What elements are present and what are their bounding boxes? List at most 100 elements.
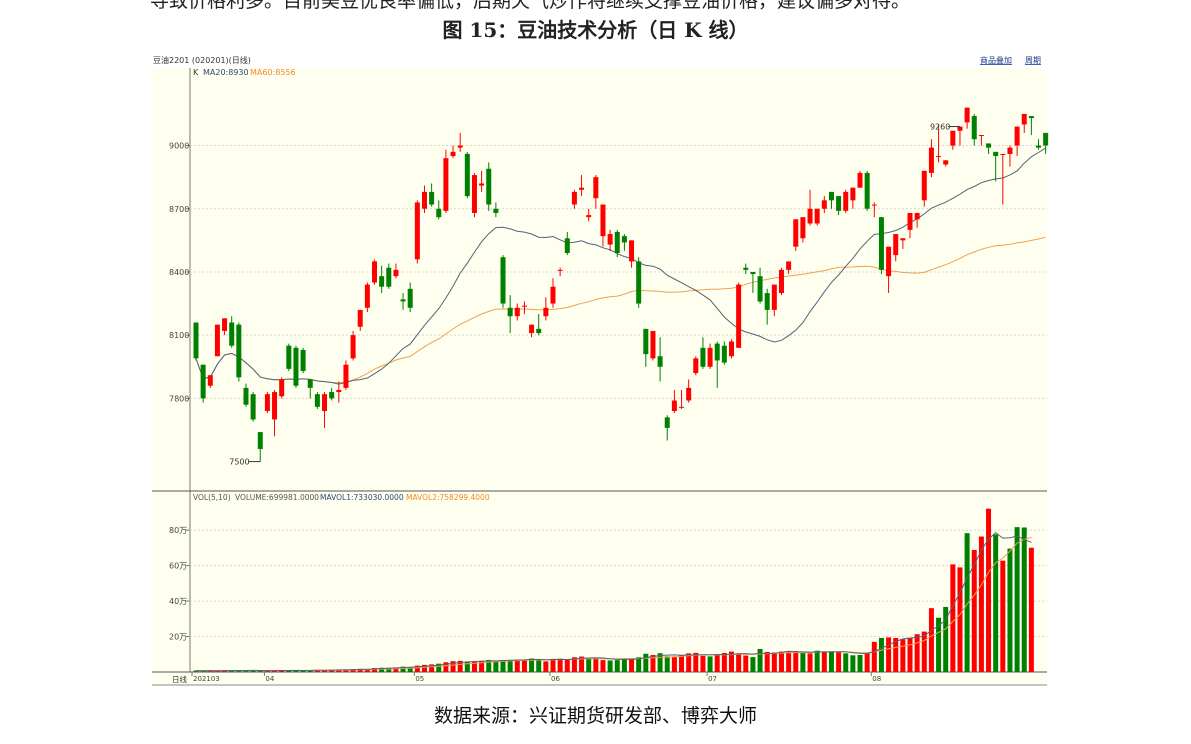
candle-body (1007, 147, 1013, 154)
candle-body (607, 234, 613, 245)
volume-bar (222, 670, 228, 672)
candle-body (529, 324, 535, 334)
volume-bar (686, 653, 692, 672)
ma60-line (195, 236, 1046, 384)
moving-average-lines (195, 147, 1046, 385)
volume-bar (657, 653, 663, 672)
candle-body (329, 392, 335, 399)
candle-body (936, 156, 942, 158)
volume-bar (693, 652, 699, 672)
volume-bar (343, 669, 349, 672)
vol-legend: VOL(5,10) (193, 493, 231, 502)
volume-bar (986, 508, 992, 672)
volume-bar (500, 660, 506, 672)
candle-body (650, 330, 656, 359)
chart-header-bar (152, 53, 1047, 68)
volume-bar (850, 655, 856, 672)
volume-bar (322, 669, 328, 672)
volume-bar (364, 668, 370, 672)
volume-bar (257, 670, 263, 672)
candle-body (207, 375, 213, 386)
candle-body (864, 172, 870, 209)
volume-bar (393, 667, 399, 672)
candle-body (964, 107, 970, 123)
candle-body (372, 261, 377, 283)
period-link[interactable]: 周期 (1025, 56, 1041, 65)
candle-body (264, 394, 270, 412)
volume-bar (714, 654, 720, 672)
candle-body (978, 135, 984, 136)
volume-bar (372, 668, 377, 672)
candle-body (778, 269, 784, 294)
volume-bars (193, 508, 1034, 672)
volume-bar (664, 656, 670, 672)
volume-bar (443, 662, 449, 672)
overlay-products-link[interactable]: 商品叠加 (980, 55, 1012, 65)
candle-body (507, 307, 513, 317)
candle-body (286, 345, 292, 369)
candle-body (521, 305, 527, 307)
volume-bar (750, 657, 756, 672)
candle-body (471, 175, 477, 213)
candle-body (836, 196, 842, 211)
volume-tick-label: 80万 (169, 526, 187, 535)
ma20-line (195, 147, 1046, 385)
candle-body (828, 191, 834, 201)
volume-bar (893, 637, 899, 672)
candle-body (557, 269, 563, 271)
volume-bar (536, 659, 542, 672)
candle-body (1021, 113, 1027, 125)
candle-body (1000, 153, 1006, 155)
volume-bar (800, 652, 806, 672)
volume-bar (314, 669, 320, 672)
mavol2-legend: MAVOL2:758299.4000 (406, 493, 490, 502)
volume-bar (943, 606, 949, 672)
x-tick-label: 04 (265, 675, 274, 683)
candle-body (893, 234, 899, 256)
candle-body (928, 147, 934, 173)
volume-bar (521, 659, 527, 672)
volume-bar (272, 670, 278, 672)
volume-bar (279, 670, 285, 672)
volume-bar (636, 657, 642, 672)
volume-bar (357, 668, 363, 672)
volume-bar (743, 655, 749, 672)
volume-bar (243, 670, 249, 672)
candle-body (450, 151, 456, 157)
volume-bar (193, 670, 199, 672)
candle-body (686, 387, 692, 401)
candle-body (421, 191, 427, 209)
candle-body (943, 160, 949, 165)
candle-body (921, 170, 927, 201)
volume-bar (264, 670, 270, 672)
volume-bar (350, 669, 356, 672)
volume-bar (864, 652, 870, 672)
candle-body (436, 208, 442, 218)
volume-bar (514, 659, 520, 672)
volume-bar (914, 634, 920, 672)
x-tick-label: 08 (872, 675, 881, 683)
x-tick-label: 202103 (193, 675, 220, 683)
candle-body (814, 208, 820, 224)
volume-tick-label: 60万 (169, 562, 187, 571)
high-label: 9260 (930, 123, 950, 132)
candle-body (500, 257, 506, 304)
volume-bar (928, 608, 934, 672)
volume-bar (907, 637, 913, 672)
candle-body (664, 417, 670, 428)
volume-grid: 20万 40万 60万 80万 (169, 526, 1047, 642)
candle-body (736, 284, 742, 348)
candle-body (900, 238, 906, 241)
candle-body (243, 387, 249, 405)
candle-body (707, 347, 713, 367)
volume-bar (429, 664, 435, 672)
volume-bar (200, 670, 206, 672)
volume-bar (329, 670, 335, 672)
volume-bar (700, 655, 706, 672)
candle-body (293, 347, 299, 386)
volume-bar (878, 637, 884, 672)
candle-body (350, 335, 356, 359)
volume-bar (786, 651, 792, 672)
candle-body (336, 389, 342, 393)
candle-body (971, 116, 977, 140)
